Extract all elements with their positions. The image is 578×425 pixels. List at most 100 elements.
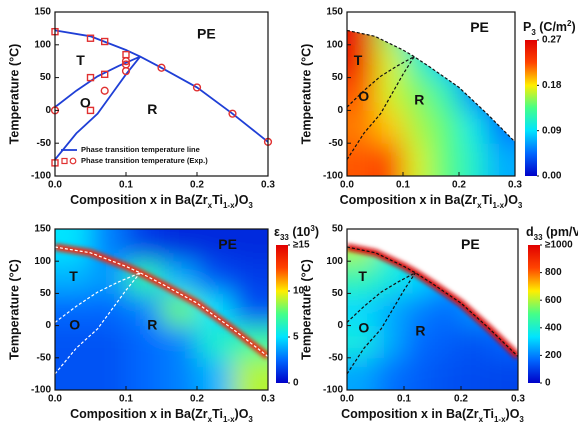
region-label: R [414, 91, 424, 107]
x-tick-label: 0.3 [261, 180, 275, 191]
boundary-line [347, 272, 416, 323]
x-axis-label: Composition x in Ba(ZrxTi1-x)O3 [341, 407, 524, 423]
y-tick-label: 100 [34, 39, 51, 50]
x-axis-label-part: Ti [482, 193, 493, 207]
heat-cell [403, 110, 432, 144]
heat-cell [375, 357, 405, 390]
x-axis-label-part: Ti [483, 407, 494, 421]
heat-cell [347, 261, 376, 294]
y-tick-label: 0 [45, 320, 51, 331]
x-axis-label-part: 3 [518, 201, 523, 210]
x-tick-label: 0.1 [119, 394, 133, 405]
x-axis-label-part: Ti [212, 407, 223, 421]
heat-cell [347, 110, 376, 144]
y-tick-label: 150 [34, 7, 51, 18]
x-tick-label: 0.3 [508, 180, 522, 191]
heat-cell [403, 77, 432, 111]
y-tick-label: 0 [337, 320, 343, 331]
region-label: PE [470, 19, 489, 35]
region-label: R [147, 101, 157, 117]
colorbar-title-part: 3 [531, 28, 536, 37]
colorbar-tick-label: ≥15 [293, 240, 310, 251]
heat-cell [161, 357, 198, 390]
y-tick-label: 50 [40, 72, 52, 83]
x-axis-label: Composition x in Ba(ZrxTi1-x)O3 [340, 193, 523, 209]
x-tick-label: 0.0 [48, 180, 62, 191]
colorbar [528, 245, 540, 383]
colorbar-tick-label: 0 [293, 378, 299, 389]
blank-region [347, 12, 515, 142]
x-tick-label: 0.1 [397, 394, 411, 405]
x-axis-label-part: )O [506, 407, 520, 421]
exp-point [192, 83, 202, 92]
y-tick-label: 0 [337, 105, 343, 116]
exp-point [157, 63, 166, 72]
region-label: O [358, 320, 369, 336]
colorbar-tick-label: 200 [545, 350, 562, 361]
x-axis-label-part: 3 [248, 201, 253, 210]
region-label: T [76, 52, 85, 68]
heat-cell [375, 293, 405, 327]
y-tick-label: -50 [329, 138, 344, 149]
heatmap [347, 12, 515, 176]
x-tick-label: 0.0 [48, 394, 62, 405]
colorbar-title-part: d [526, 225, 534, 239]
colorbar-tick-label: 0.18 [542, 80, 562, 91]
exp-point [86, 34, 95, 42]
heat-cell [232, 261, 268, 294]
x-axis-label: Composition x in Ba(ZrxTi1-x)O3 [70, 193, 253, 209]
heat-cell [432, 325, 462, 359]
region-label: O [80, 95, 91, 111]
x-tick-label: 0.1 [396, 180, 410, 191]
y-tick-label: 150 [34, 224, 51, 235]
colorbar-title-part: ) [572, 20, 576, 34]
heat-cell [487, 143, 515, 176]
exp-point [86, 73, 95, 82]
legend-label: Phase transition temperature (Exp.) [81, 156, 208, 165]
plot-frame [346, 228, 519, 391]
exp-point [86, 106, 95, 115]
colorbar-tick-label: ≥1000 [545, 240, 573, 251]
heat-cell [90, 293, 127, 327]
colorbar-title-part: 2 [567, 19, 572, 28]
x-axis-label-part: )O [235, 193, 249, 207]
colorbar-tick-label: 400 [545, 322, 562, 333]
region-label: R [147, 316, 157, 332]
heat-cell [161, 229, 198, 262]
x-axis-label-part: x [479, 415, 484, 424]
y-tick-label: -100 [323, 385, 343, 396]
colorbar-tick-label: 800 [545, 267, 562, 278]
x-axis-label-part: Composition x in Ba(Zr [340, 193, 478, 207]
boundary-line [55, 246, 268, 357]
boundary-line [347, 272, 416, 375]
x-axis-label-part: x [208, 415, 213, 424]
plot-frame [54, 11, 269, 177]
colorbar-title: ε33 (103) [274, 224, 319, 242]
colorbar-title-part: 33 [534, 233, 543, 242]
exp-point [228, 109, 237, 118]
y-axis-label: Temperature (°C) [7, 44, 21, 145]
heat-cell [197, 357, 233, 390]
colorbar-tick-label: 0.00 [542, 171, 562, 182]
y-axis-label: Temperature (°C) [299, 259, 313, 360]
heat-cell [375, 77, 404, 111]
x-axis-label-part: x [208, 201, 213, 210]
heat-cell [404, 357, 433, 390]
x-tick-label: 0.1 [119, 180, 133, 191]
y-tick-label: 100 [326, 39, 343, 50]
legend-swatch [69, 157, 77, 165]
colorbar-title: d33 (pm/V) [526, 225, 578, 241]
x-axis-label-part: 1-x [492, 201, 504, 210]
boundary-line [55, 272, 141, 323]
x-axis-label-part: Ti [212, 193, 223, 207]
boundary-line [347, 246, 518, 357]
heat-cell [459, 143, 488, 176]
colorbar [276, 245, 288, 383]
region-label: T [358, 268, 367, 284]
colorbar-tick-label: 600 [545, 295, 562, 306]
colorbar-tick-label: 5 [293, 332, 299, 343]
heat-cell [432, 357, 462, 390]
heat-cell [55, 357, 91, 390]
colorbar-tick-label: 10 [293, 286, 305, 297]
